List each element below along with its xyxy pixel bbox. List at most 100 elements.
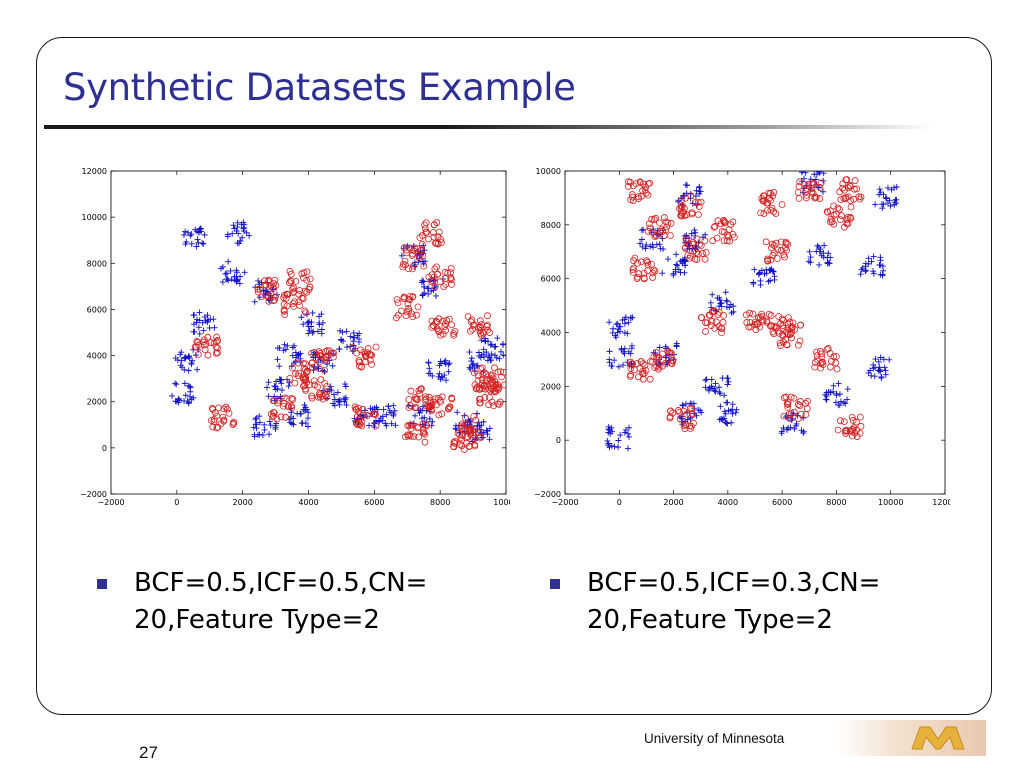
circle-point bbox=[823, 208, 831, 216]
plus-point bbox=[621, 345, 628, 352]
circle-point bbox=[787, 325, 795, 332]
circle-point bbox=[405, 404, 413, 412]
plus-point bbox=[486, 436, 493, 443]
circle-point bbox=[782, 244, 789, 251]
plus-point bbox=[842, 400, 849, 407]
plus-point bbox=[442, 357, 449, 364]
circle-point bbox=[441, 268, 449, 276]
plus-point bbox=[356, 338, 363, 345]
circle-point bbox=[710, 223, 718, 231]
circle-point bbox=[280, 394, 288, 402]
plus-point bbox=[830, 382, 837, 389]
circle-point bbox=[680, 204, 688, 212]
plus-point bbox=[807, 254, 814, 261]
circle-point bbox=[641, 186, 649, 194]
circle-point bbox=[808, 188, 816, 196]
circle-point bbox=[682, 421, 690, 429]
circle-point bbox=[797, 321, 804, 329]
plus-point bbox=[807, 176, 814, 183]
circle-point bbox=[406, 402, 414, 409]
plus-point bbox=[390, 402, 397, 409]
plus-point bbox=[392, 422, 399, 429]
circle-point bbox=[830, 220, 838, 228]
plus-point bbox=[256, 419, 263, 426]
plus-point bbox=[659, 270, 666, 277]
plus-point bbox=[468, 358, 475, 365]
circle-point bbox=[702, 248, 710, 256]
circle-point bbox=[774, 246, 782, 254]
circle-point bbox=[407, 387, 415, 395]
circle-point bbox=[811, 193, 819, 201]
y-tick-label: 12000 bbox=[82, 167, 107, 176]
plus-point bbox=[883, 195, 890, 202]
circle-point bbox=[690, 247, 698, 255]
circle-point bbox=[294, 359, 302, 367]
circle-point bbox=[636, 178, 644, 186]
plus-point bbox=[482, 338, 489, 345]
circle-point bbox=[770, 330, 778, 337]
circle-point bbox=[428, 324, 436, 331]
plus-point bbox=[483, 427, 490, 434]
plus-point bbox=[233, 273, 240, 280]
circle-point bbox=[786, 318, 794, 326]
circle-point bbox=[640, 369, 648, 377]
plus-point bbox=[274, 385, 281, 392]
plus-point bbox=[798, 171, 805, 175]
plus-point bbox=[188, 240, 195, 247]
plus-point bbox=[865, 255, 872, 262]
plus-point bbox=[844, 386, 851, 393]
circle-point bbox=[417, 385, 425, 393]
circle-point bbox=[402, 246, 410, 254]
circle-point bbox=[271, 296, 278, 304]
circle-point bbox=[469, 325, 476, 333]
circle-point bbox=[639, 360, 647, 368]
circle-point bbox=[431, 283, 439, 291]
circle-point bbox=[419, 232, 426, 239]
plus-point bbox=[612, 332, 619, 339]
plus-point bbox=[780, 424, 787, 431]
plus-point bbox=[343, 328, 350, 335]
circle-point bbox=[214, 423, 222, 431]
plus-point bbox=[716, 384, 723, 391]
plus-point bbox=[173, 381, 180, 388]
circle-point bbox=[435, 394, 442, 402]
circle-point bbox=[718, 228, 726, 235]
plus-point bbox=[415, 259, 422, 266]
plus-point bbox=[684, 416, 691, 423]
circle-point bbox=[729, 218, 737, 226]
plus-point bbox=[725, 378, 732, 385]
plus-point bbox=[188, 396, 195, 403]
circle-point bbox=[795, 182, 803, 190]
plus-point bbox=[371, 424, 378, 431]
circle-point bbox=[469, 321, 477, 329]
plus-point bbox=[224, 233, 231, 240]
plus-point bbox=[316, 321, 323, 328]
plus-point bbox=[454, 409, 461, 416]
circle-point bbox=[270, 280, 278, 287]
circle-point bbox=[827, 215, 835, 223]
circle-point bbox=[314, 383, 321, 391]
x-tick-label: 8000 bbox=[826, 498, 846, 507]
circle-point bbox=[768, 240, 776, 248]
plus-point bbox=[719, 375, 726, 382]
circle-point bbox=[780, 412, 788, 420]
circle-point bbox=[712, 318, 720, 326]
circle-point bbox=[432, 239, 440, 247]
plus-point bbox=[498, 348, 505, 355]
circle-point bbox=[194, 350, 202, 358]
plus-point bbox=[388, 420, 395, 427]
plus-point bbox=[193, 319, 200, 326]
plus-point bbox=[673, 342, 680, 349]
circle-point bbox=[211, 409, 219, 417]
circle-point bbox=[470, 413, 478, 420]
circle-point bbox=[450, 330, 457, 337]
circle-point bbox=[470, 369, 478, 377]
circle-point bbox=[482, 382, 490, 390]
plus-point bbox=[172, 355, 179, 362]
plus-point bbox=[615, 437, 622, 444]
circle-point bbox=[261, 277, 269, 285]
circle-point bbox=[640, 274, 648, 282]
plus-point bbox=[398, 252, 405, 259]
plus-point bbox=[480, 351, 487, 358]
plus-point bbox=[821, 242, 828, 249]
